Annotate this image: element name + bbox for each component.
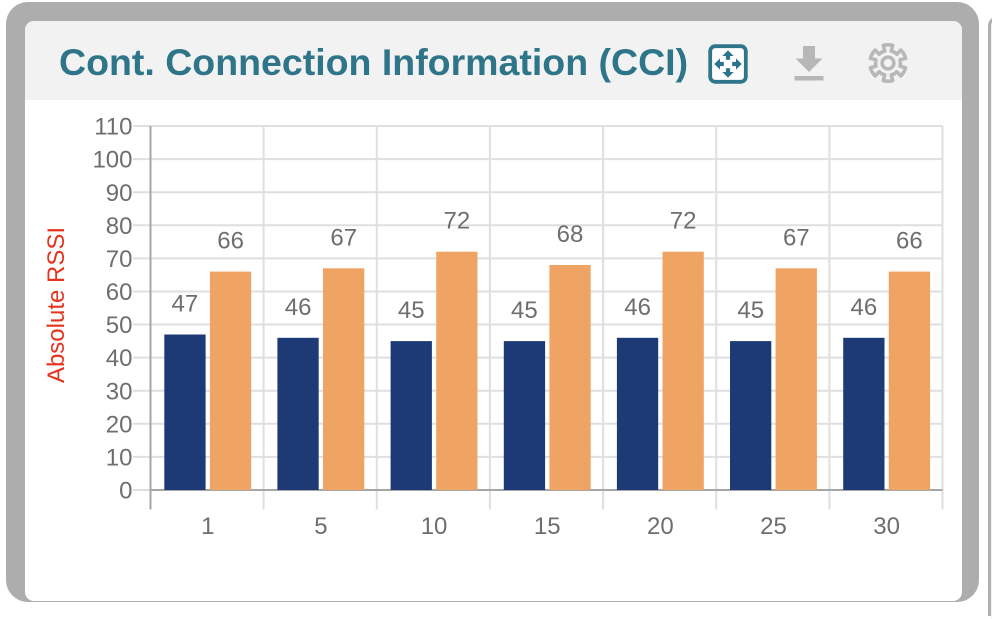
svg-text:47: 47 [172,291,199,318]
svg-text:67: 67 [783,224,810,251]
svg-text:110: 110 [94,114,132,141]
svg-text:45: 45 [511,297,538,324]
svg-text:46: 46 [851,294,878,321]
svg-text:20: 20 [647,513,674,540]
svg-text:66: 66 [217,228,244,255]
svg-text:15: 15 [534,513,561,540]
svg-text:0: 0 [119,478,132,505]
svg-text:46: 46 [624,294,651,321]
svg-text:100: 100 [92,147,132,174]
svg-text:72: 72 [444,208,471,235]
svg-text:1: 1 [201,513,214,540]
svg-text:5: 5 [314,513,327,540]
svg-text:40: 40 [106,345,133,372]
svg-text:25: 25 [760,513,787,540]
svg-text:20: 20 [106,411,133,438]
svg-text:50: 50 [106,312,133,339]
svg-text:30: 30 [106,378,133,405]
svg-text:80: 80 [106,213,133,240]
svg-text:68: 68 [557,221,584,248]
svg-text:67: 67 [330,224,357,251]
svg-text:60: 60 [106,279,133,306]
svg-text:66: 66 [896,228,923,255]
svg-text:70: 70 [106,246,133,273]
svg-text:10: 10 [421,513,448,540]
svg-text:90: 90 [106,180,133,207]
svg-text:Absolute RSSI: Absolute RSSI [43,227,70,383]
svg-text:46: 46 [285,294,312,321]
svg-text:45: 45 [398,297,425,324]
svg-text:30: 30 [873,513,900,540]
svg-text:72: 72 [670,208,697,235]
svg-text:10: 10 [106,445,133,472]
svg-text:45: 45 [737,297,764,324]
